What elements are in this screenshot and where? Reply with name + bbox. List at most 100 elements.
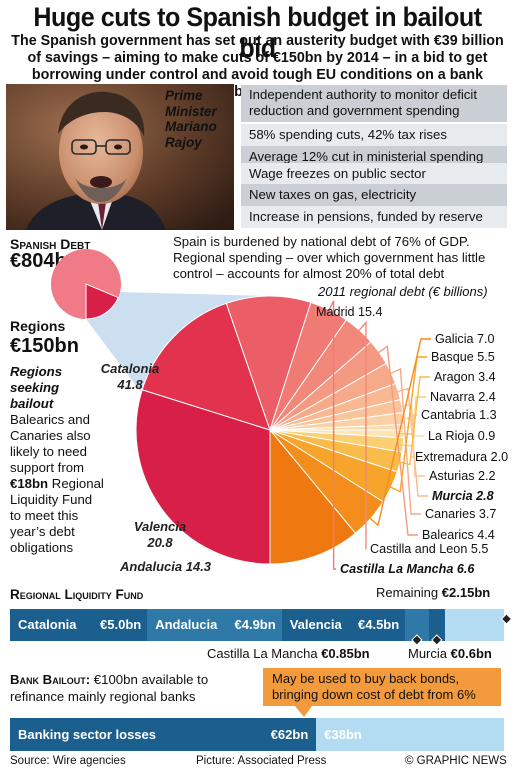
marker-remaining [500, 613, 513, 625]
seeking-line: year’s debt [10, 524, 75, 539]
footer-picture: Picture: Associated Press [196, 755, 327, 767]
measure-item: New taxes on gas, electricity [241, 184, 507, 206]
bank-bailout-bar: Banking sector losses €62bn €38bn [10, 718, 504, 751]
fund-remaining: Remaining €2.15bn [376, 585, 490, 600]
bar-value: €4.5bn [358, 617, 400, 632]
pie-label-cantabria: Cantabria 1.3 [421, 408, 497, 422]
pie-label-castilla-and-leon: Castilla and Leon 5.5 [370, 542, 488, 556]
bar-value: €4.9bn [234, 617, 276, 632]
callout-line: May be used to buy back bonds, [272, 671, 460, 686]
fund-text: Regional [48, 476, 104, 491]
bar-segment-castilla-la-mancha [405, 609, 429, 641]
pie-label-balearics: Balearics 4.4 [422, 528, 495, 542]
leader-line-basque [387, 356, 427, 493]
pie-label-canaries: Canaries 3.7 [425, 507, 496, 521]
caption-line: Prime [165, 88, 203, 103]
measure-text: 58% spending cuts, 42% tax rises [249, 127, 447, 142]
fund-clm: Castilla La Mancha €0.85bn [207, 646, 370, 661]
marker-castilla-la-mancha [411, 634, 423, 646]
bar-segment-banking-sector-losses: Banking sector losses €62bn [10, 718, 317, 751]
bar-label: Catalonia [18, 617, 77, 632]
bar-value: €62bn [270, 727, 309, 742]
bailout-line: refinance mainly regional banks [10, 689, 196, 704]
pie-label-catalonia: Catalonia [101, 361, 160, 376]
seeking-line: Liquidity Fund [10, 492, 93, 507]
seeking-line: to meet this [10, 508, 79, 523]
remaining-label: Remaining [376, 585, 439, 600]
seeking-line: €18bn Regional [10, 476, 120, 492]
remaining-value: €2.15bn [441, 585, 491, 600]
seeking-title-line: seeking [10, 380, 60, 395]
pie-label-aragon: Aragon 3.4 [434, 370, 496, 384]
bar-segment-valencia: Valencia €4.5bn [281, 609, 406, 641]
pie-label-galicia: Galicia 7.0 [435, 332, 495, 346]
pie-label-asturias: Asturias 2.2 [429, 469, 496, 483]
regions-seeking-bailout: Regions seeking bailout Balearics and Ca… [10, 364, 120, 556]
bailout-title: Bank Bailout: [10, 672, 91, 687]
fund-title: Regional Liquidity Fund [10, 587, 144, 602]
pie-value-valencia: 20.8 [146, 535, 173, 550]
chart-title: 2011 regional debt (€ billions) [318, 284, 488, 299]
seeking-line: obligations [10, 540, 74, 555]
portrait-illustration [6, 84, 234, 230]
bar-segment-murcia [428, 609, 445, 641]
photo-mariano-rajoy [6, 84, 234, 230]
murcia-label: Murcia [408, 646, 448, 661]
pie-slice-catalonia [135, 389, 271, 565]
photo-caption: Prime Minister Mariano Rajoy [165, 88, 235, 150]
clm-label: Castilla La Mancha [207, 646, 318, 661]
measure-item: Independent authority to monitor deficit… [241, 85, 507, 122]
measure-item: 58% spending cuts, 42% tax rises [241, 124, 507, 146]
seeking-title-line: Regions [10, 364, 63, 379]
pie-label-basque: Basque 5.5 [431, 350, 495, 364]
measure-text: Average 12% cut in ministerial spending [249, 149, 484, 164]
pie-slice-valencia [141, 302, 271, 431]
seeking-line: Balearics and [10, 412, 90, 427]
measure-text: New taxes on gas, electricity [249, 187, 417, 202]
pie-label-la-rioja: La Rioja 0.9 [428, 429, 495, 443]
measure-text: Wage freezes on public sector [249, 166, 426, 181]
seeking-line: support from [10, 460, 85, 475]
leader-line-castilla-la-mancha [326, 300, 336, 570]
subhead-line: of savings – aiming to make cuts of €150… [27, 50, 488, 66]
pie-label-castilla-la-mancha: Castilla La Mancha 6.6 [340, 562, 475, 576]
callout-pointer [295, 706, 312, 717]
bar-value: €5.0bn [100, 617, 142, 632]
marker-murcia [431, 634, 443, 646]
bar-value: €38bn [324, 727, 362, 742]
measure-item: Average 12% cut in ministerial spending [241, 146, 507, 168]
regions-label: Regions [10, 318, 66, 334]
fund-markers [411, 613, 513, 646]
debt-note-line: Regional spending – over which governmen… [173, 250, 486, 265]
bar-segment-catalonia: Catalonia €5.0bn [10, 609, 148, 641]
pie-label-valencia: Valencia [134, 519, 186, 534]
headline: Huge cuts to Spanish budget in bailout b… [33, 2, 482, 63]
bar-segment-remaining [444, 609, 504, 641]
bar-segment-andalucia: Andalucia €4.9bn [147, 609, 282, 641]
measure-text: Increase in pensions, funded by reserve [249, 209, 483, 224]
pie-label-andalucia: Andalucia 14.3 [119, 559, 212, 574]
footer-source: Source: Wire agencies [10, 755, 126, 767]
murcia-value: €0.6bn [450, 646, 492, 661]
bailout-callout: May be used to buy back bonds, bringing … [263, 668, 501, 706]
caption-line: Minister [165, 103, 217, 119]
pie-value-catalonia: 41.8 [116, 377, 143, 392]
debt-note-line: Spain is burdened by national debt of 76… [173, 234, 470, 249]
pie-slice-andalucia [225, 295, 312, 432]
pie-label-madrid: Madrid 15.4 [316, 305, 383, 319]
seeking-title-line: bailout [10, 396, 54, 411]
fund-murcia: Murcia €0.6bn [408, 646, 492, 661]
liquidity-fund-bar: Catalonia €5.0bn Andalucia €4.9bn Valencia €4… [10, 609, 504, 641]
bar-label: Valencia [289, 617, 342, 632]
measure-text: Independent authority to monitor deficit… [249, 87, 477, 118]
seeking-line: likely to need [10, 444, 87, 459]
regions-value: €150bn [10, 335, 79, 357]
callout-line: bringing down cost of debt from 6% [272, 687, 476, 702]
caption-line: Mariano [165, 119, 217, 134]
footer-credit: © GRAPHIC NEWS [405, 755, 507, 767]
measure-item: Increase in pensions, funded by reserve [241, 206, 507, 228]
leader-line-galicia [367, 338, 431, 527]
overview-pie-regions-slice [85, 283, 119, 320]
bar-segment-remaining: €38bn [316, 718, 504, 751]
measure-item: Wage freezes on public sector [241, 163, 507, 184]
